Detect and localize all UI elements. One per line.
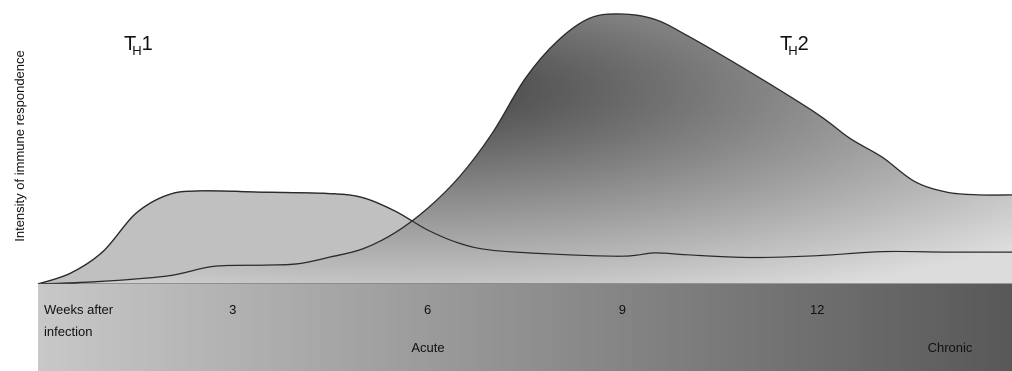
line-th2 <box>37 13 1012 285</box>
series-label-th2: TH2 <box>780 33 809 58</box>
plot-area <box>37 13 1012 285</box>
x-tick-label: 3 <box>229 302 236 317</box>
y-axis-label: Intensity of immune respondence <box>12 50 27 242</box>
x-axis-label-line1: Weeks after <box>44 302 114 317</box>
x-axis-label-line2: infection <box>44 324 92 339</box>
x-tick-label: 9 <box>619 302 626 317</box>
line-th1-overlay <box>37 190 1012 285</box>
stage-label-acute: Acute <box>411 340 444 355</box>
series-label-th1: TH1 <box>124 33 153 58</box>
stage-label-chronic: Chronic <box>928 340 973 355</box>
series-labels: TH1 TH2 <box>124 33 809 58</box>
x-ticks: 3 6 9 12 <box>229 302 824 317</box>
timeline-band <box>38 284 1012 371</box>
x-tick-label: 12 <box>810 302 824 317</box>
area-th2 <box>38 13 1012 285</box>
x-tick-label: 6 <box>424 302 431 317</box>
